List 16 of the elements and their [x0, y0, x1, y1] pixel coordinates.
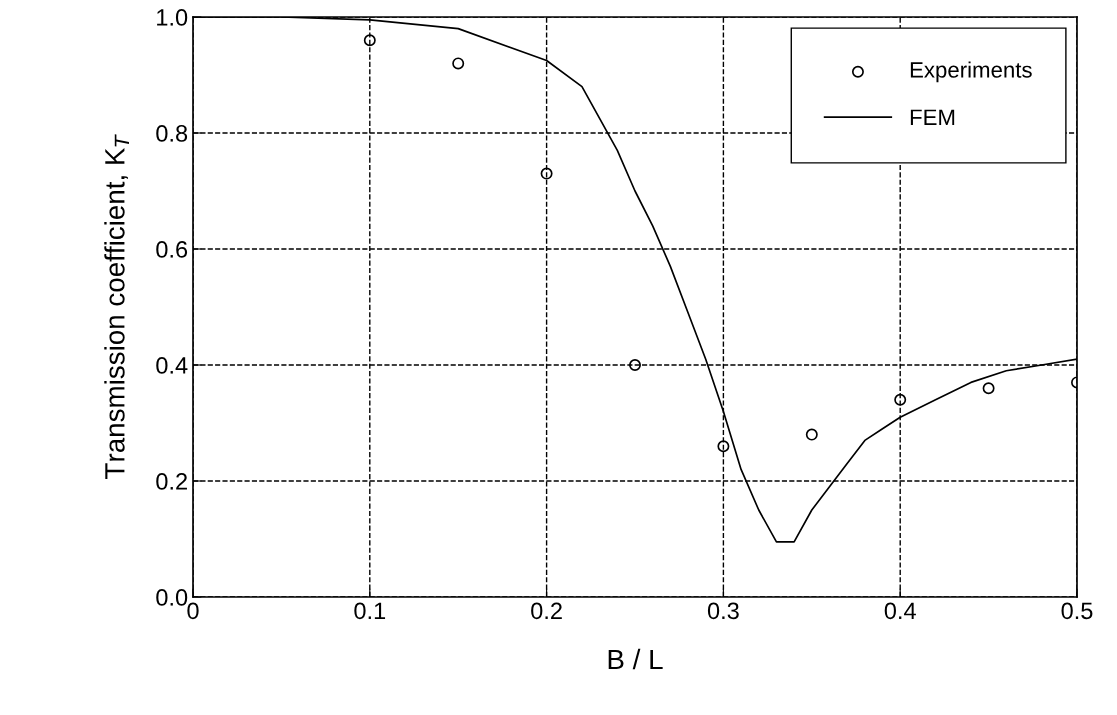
y-tick-label: 0.8	[156, 125, 188, 142]
y-tick-label: 0.0	[156, 589, 188, 606]
x-tick-label: 0.4	[884, 602, 916, 620]
y-axis-title: Transmission coefficient, K$_{T}$	[104, 134, 129, 479]
y-tick-label: 0.6	[156, 241, 188, 258]
x-tick-label: 0.3	[707, 602, 739, 620]
x-tick-label: 0.2	[531, 602, 562, 620]
y-tick-label: 1.0	[157, 9, 188, 26]
y-tick-label: 0.2	[156, 473, 187, 490]
x-tick-label: 0.5	[1061, 602, 1093, 620]
y-tick-label: 0.4	[156, 357, 188, 374]
x-tick-label: 0.1	[354, 602, 386, 620]
x-axis-title: B / L	[608, 648, 663, 670]
legend-label: FEM	[910, 109, 955, 125]
legend-label: Experiments	[910, 61, 1032, 83]
x-tick-label: 0	[187, 602, 199, 620]
